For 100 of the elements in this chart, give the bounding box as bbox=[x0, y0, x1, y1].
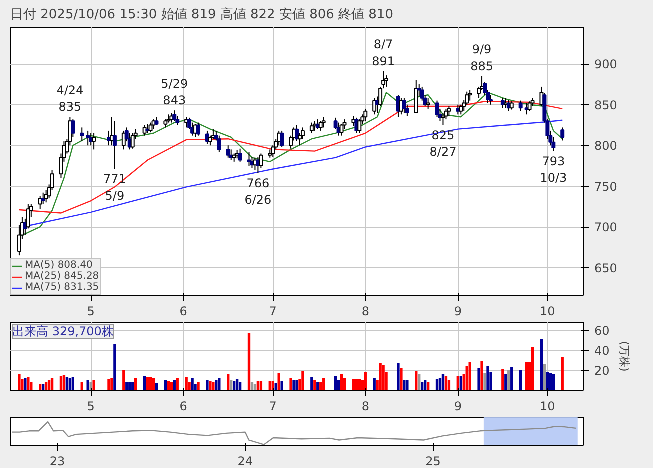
bar bbox=[379, 364, 382, 390]
annotation: 771 5/9 bbox=[104, 172, 126, 204]
x-tick-label: 23 bbox=[50, 454, 66, 468]
bar bbox=[280, 382, 284, 390]
legend-label: MA(75) 831.35 bbox=[25, 282, 100, 293]
candlestick bbox=[402, 98, 406, 114]
bar bbox=[334, 376, 338, 390]
candlestick bbox=[196, 122, 201, 136]
bar bbox=[340, 374, 344, 390]
candlestick bbox=[148, 122, 153, 134]
candlestick bbox=[364, 108, 368, 122]
y-tick-label: 60 bbox=[594, 324, 610, 338]
bar bbox=[90, 382, 92, 390]
annotation: 5/29 843 bbox=[161, 76, 188, 108]
bar bbox=[191, 378, 194, 390]
y-axis-title: (万株) bbox=[618, 341, 631, 372]
bar bbox=[486, 366, 490, 390]
bar bbox=[382, 366, 385, 390]
bar bbox=[302, 372, 304, 390]
bar bbox=[197, 382, 200, 390]
bar bbox=[92, 380, 96, 390]
bar bbox=[24, 378, 27, 390]
candlestick bbox=[80, 127, 84, 142]
candlestick bbox=[217, 135, 222, 153]
candlestick bbox=[441, 112, 446, 126]
candlestick bbox=[340, 124, 344, 136]
candlestick bbox=[447, 106, 452, 117]
candlestick bbox=[71, 119, 76, 138]
x-tick-label: 6 bbox=[180, 304, 188, 318]
x-tick-label: 5 bbox=[87, 400, 95, 414]
candlestick bbox=[384, 75, 389, 88]
y-tick-label: 800 bbox=[594, 139, 618, 154]
annotation: 793 10/3 bbox=[540, 154, 568, 186]
y-tick-label: 900 bbox=[594, 58, 618, 72]
x-tick-label: 8 bbox=[362, 400, 370, 414]
bar bbox=[552, 374, 555, 390]
x-tick-label: 7 bbox=[269, 400, 277, 414]
x-tick-label: 24 bbox=[238, 454, 253, 468]
bar bbox=[418, 374, 421, 390]
candlestick bbox=[226, 145, 230, 158]
candlestick bbox=[38, 196, 42, 210]
bar bbox=[209, 382, 212, 390]
bar bbox=[484, 374, 486, 390]
candlestick bbox=[310, 122, 314, 134]
bar bbox=[122, 370, 126, 390]
x-tick-label: 8 bbox=[362, 304, 370, 318]
y-tick-label: 20 bbox=[594, 364, 610, 378]
bar bbox=[519, 370, 522, 390]
bar bbox=[442, 374, 445, 390]
annotation: 825 8/27 bbox=[430, 128, 457, 160]
bar bbox=[525, 362, 528, 390]
y-tick-label: 750 bbox=[594, 180, 618, 194]
bar bbox=[468, 362, 472, 390]
x-tick-label: 9 bbox=[454, 400, 462, 414]
bar bbox=[18, 374, 21, 390]
bar bbox=[248, 334, 251, 390]
x-tick-label: 5 bbox=[87, 304, 95, 318]
bar bbox=[406, 380, 409, 390]
legend-label: MA(5) 808.40 bbox=[25, 260, 93, 271]
bar bbox=[292, 380, 296, 390]
x-tick-label: 10 bbox=[540, 400, 556, 414]
bar bbox=[403, 380, 406, 390]
chart-title: 日付 2025/10/06 15:30 始値 819 高値 822 安値 806 終値 810 bbox=[10, 6, 394, 22]
y-tick-label: 40 bbox=[594, 344, 610, 358]
candlestick bbox=[41, 192, 46, 205]
bar bbox=[460, 376, 462, 390]
candlestick bbox=[92, 132, 96, 150]
candlestick bbox=[518, 100, 523, 112]
candlestick bbox=[130, 132, 135, 150]
candlestick bbox=[435, 100, 440, 118]
bar bbox=[397, 364, 400, 390]
bar bbox=[504, 374, 508, 390]
y-tick-label: 700 bbox=[594, 220, 618, 235]
y-tick-label: 650 bbox=[594, 261, 618, 276]
annotation: 766 6/26 bbox=[244, 176, 272, 208]
bar bbox=[278, 374, 280, 390]
x-tick-label: 25 bbox=[426, 454, 441, 468]
candlestick bbox=[295, 124, 299, 142]
bar bbox=[444, 376, 448, 390]
x-tick-label: 9 bbox=[454, 304, 462, 318]
candlestick bbox=[528, 101, 532, 112]
candlestick bbox=[172, 110, 177, 122]
x-tick-label: 7 bbox=[269, 304, 277, 318]
candlestick bbox=[459, 104, 464, 116]
candlestick bbox=[318, 120, 323, 132]
chart-title: 出来高 329,700株 bbox=[12, 324, 114, 338]
candlestick bbox=[426, 98, 430, 110]
bar bbox=[108, 380, 110, 390]
bar bbox=[212, 382, 215, 390]
bar bbox=[215, 380, 218, 390]
bar bbox=[508, 370, 510, 390]
candlestick bbox=[468, 90, 472, 102]
bar bbox=[543, 364, 546, 390]
annotation: 8/7 891 bbox=[372, 38, 395, 68]
bar bbox=[549, 374, 552, 390]
bar bbox=[480, 362, 484, 390]
bar bbox=[561, 358, 564, 390]
bar bbox=[206, 380, 209, 390]
bar bbox=[296, 380, 298, 390]
bar bbox=[143, 376, 146, 390]
